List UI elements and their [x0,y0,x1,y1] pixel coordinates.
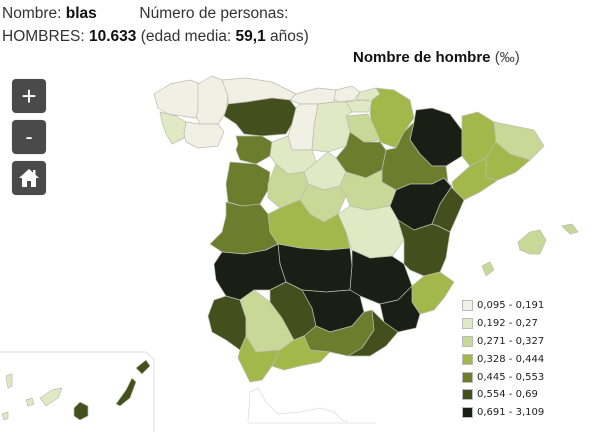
legend-item: 0,445 - 0,553 [462,368,544,386]
zoom-in-button[interactable]: + [12,79,46,113]
name-line: Nombre: blas Número de personas: [2,2,309,25]
map-unit: (‰) [494,49,520,66]
province-caceres[interactable] [209,201,279,255]
legend-item: 0,095 - 0,191 [462,297,544,315]
map-title: Nombre de hombre (‰) [353,49,520,66]
province-navarra[interactable] [369,87,415,149]
age-prefix: (edad media: [140,28,232,45]
legend-swatch [462,300,473,312]
legend-item: 0,192 - 0,27 [462,315,544,333]
province-pontevedra[interactable] [159,111,187,145]
province-salamanca[interactable] [225,161,271,207]
home-button[interactable] [12,161,46,195]
men-line: HOMBRES: 10.633 (edad media: 59,1 años) [2,25,309,48]
name-value: blas [65,5,97,22]
legend-swatch [462,371,473,383]
province-burgos[interactable] [311,101,353,153]
legend-swatch [462,353,473,365]
zoom-out-button[interactable]: - [12,120,46,154]
province-cantabria[interactable] [289,87,337,105]
legend-swatch [462,407,473,419]
legend-item: 0,691 - 3,109 [462,404,544,422]
age-value: 59,1 [235,28,266,45]
province-malaga[interactable] [271,335,331,371]
legend-swatch [462,335,473,347]
province-alicante[interactable] [411,271,455,315]
canary-inset-frame [0,351,155,432]
province-guadalajara[interactable] [339,169,397,211]
province-ourense[interactable] [183,121,225,149]
name-label: Nombre: [2,5,62,22]
province-bizkaia[interactable] [333,85,361,103]
island-ibiza[interactable] [481,261,495,277]
legend-item: 0,271 - 0,327 [462,333,544,351]
island-lanzarote[interactable] [135,359,151,375]
name-info: Nombre: blas Número de personas: HOMBRES… [2,2,309,48]
legend-item: 0,554 - 0,69 [462,386,544,404]
men-label: HOMBRES: [2,28,85,45]
island-la-palma[interactable] [5,373,13,389]
island-menorca[interactable] [561,223,579,235]
province-murcia[interactable] [379,285,421,333]
legend-swatch [462,318,473,330]
age-suffix: años) [270,28,309,45]
province-lugo[interactable] [195,75,229,125]
province-cadiz[interactable] [237,335,281,383]
men-value: 10.633 [89,28,137,45]
home-icon [19,169,39,187]
legend-swatch [462,389,473,401]
island-fuerteventura[interactable] [115,377,137,407]
province-huelva[interactable] [207,295,247,351]
island-la-gomera[interactable] [25,397,35,407]
island-el-hierro[interactable] [1,411,9,421]
province-almeria[interactable] [347,309,399,357]
island-gran-canaria[interactable] [73,401,89,421]
north-africa-coast [247,387,349,423]
count-label: Número de personas: [139,5,289,22]
island-tenerife[interactable] [39,387,63,407]
province-tarragona[interactable] [451,157,499,201]
province-zamora[interactable] [235,135,273,165]
province-leon[interactable] [223,97,297,137]
map-legend: 0,095 - 0,191 0,192 - 0,27 0,271 - 0,327… [462,297,544,422]
province-valencia[interactable] [397,219,451,277]
legend-item: 0,328 - 0,444 [462,350,544,368]
island-mallorca[interactable] [517,229,547,255]
